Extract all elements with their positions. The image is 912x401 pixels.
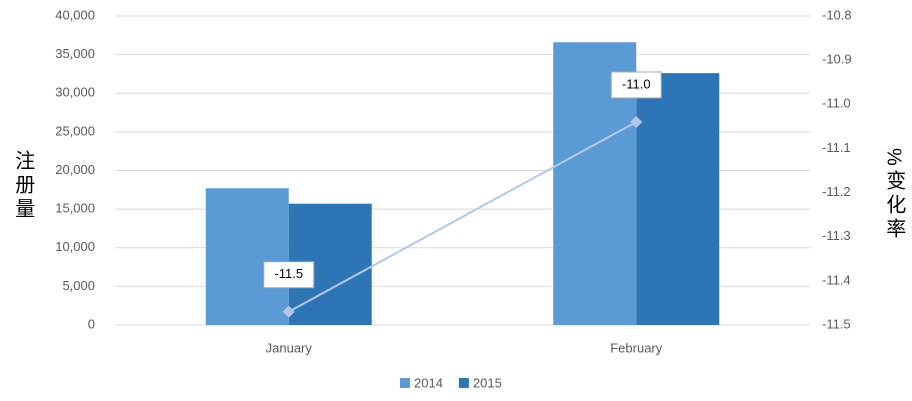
marker (630, 115, 643, 128)
y2-tick-label: -11.4 (822, 272, 851, 287)
y2-tick-label: -11.0 (822, 96, 851, 111)
y2-tick-label: -11.5 (822, 316, 851, 331)
y-tick-label: 25,000 (55, 123, 95, 138)
data-label: -11.0 (622, 76, 651, 91)
y-tick-label: 5,000 (62, 278, 95, 293)
y-tick-label: 20,000 (55, 162, 95, 177)
y-tick-label: 10,000 (55, 239, 95, 254)
y-tick-label: 30,000 (55, 85, 95, 100)
y2-tick-label: -10.9 (822, 52, 852, 67)
y-tick-label: 40,000 (55, 7, 95, 22)
y2-tick-label: -11.2 (822, 184, 851, 199)
y-axis-title: 注册量 (12, 150, 35, 222)
y-tick-label: 35,000 (55, 46, 95, 61)
legend-swatch (400, 378, 410, 388)
legend-label: 2015 (473, 375, 502, 390)
data-label: -11.5 (274, 266, 303, 281)
legend-swatch (458, 378, 469, 388)
y2-tick-label: -10.8 (822, 7, 852, 22)
y-tick-label: 15,000 (55, 201, 95, 216)
y-tick-label: 0 (88, 316, 95, 331)
line (288, 121, 637, 313)
legend-label: 2014 (414, 375, 443, 390)
x-tick-label: February (610, 340, 663, 355)
bar (636, 73, 720, 325)
data-label-box (263, 261, 315, 289)
y2-axis-title: %变化率 (883, 148, 906, 242)
x-tick-label: January (266, 340, 313, 355)
y2-tick-label: -11.1 (822, 140, 851, 155)
data-label-box (610, 71, 662, 99)
y2-tick-label: -11.3 (822, 228, 851, 243)
bar (205, 188, 289, 325)
marker (282, 305, 295, 318)
